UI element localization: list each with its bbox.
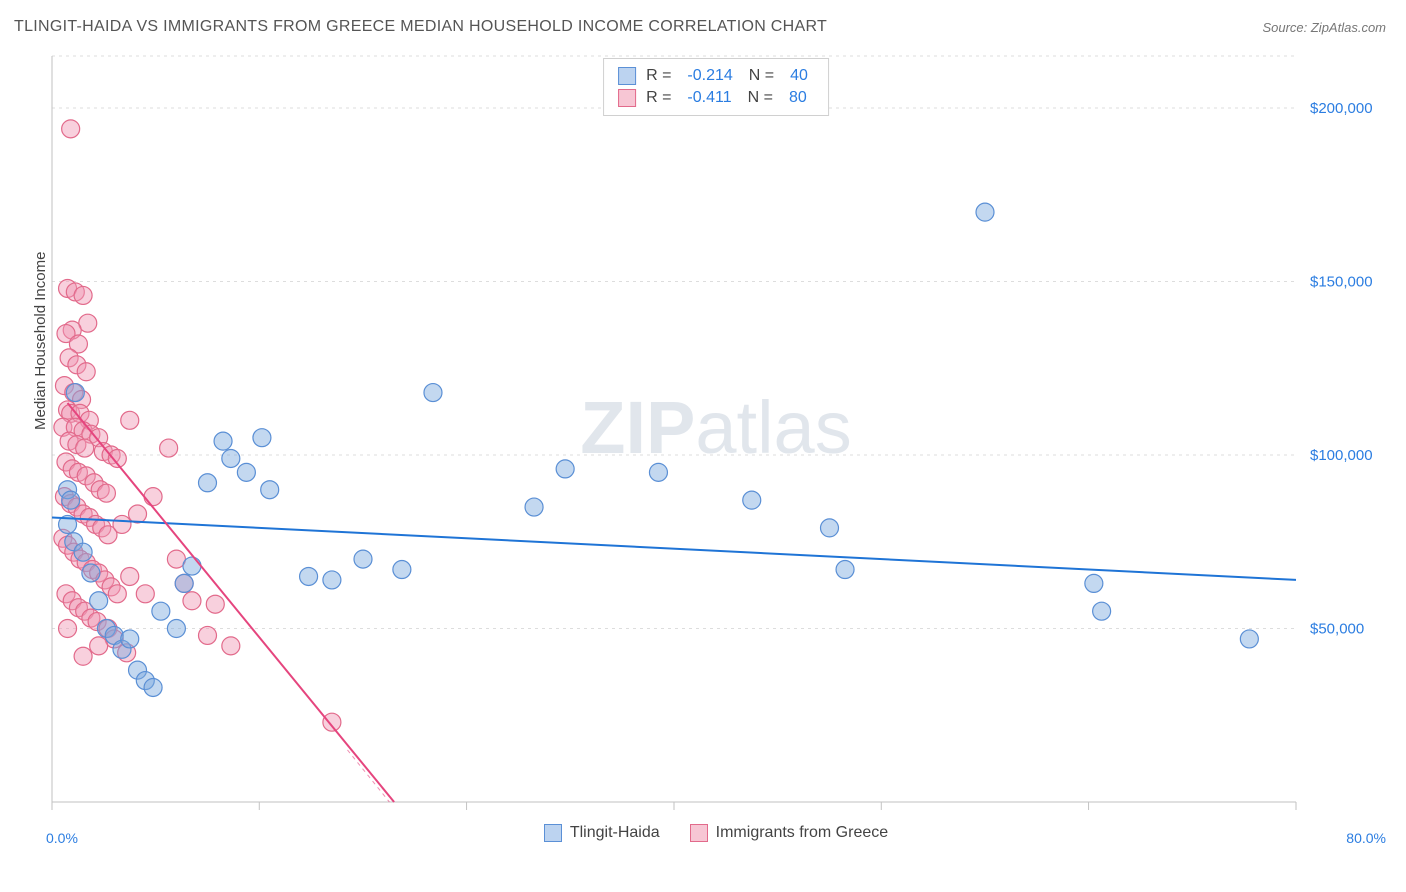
legend-correlation-row: R = -0.214 N = 40 xyxy=(618,65,814,87)
svg-text:$150,000: $150,000 xyxy=(1310,274,1373,291)
svg-text:$50,000: $50,000 xyxy=(1310,621,1364,638)
correlation-legend: R = -0.214 N = 40R = -0.411 N = 80 xyxy=(603,58,829,116)
svg-text:$100,000: $100,000 xyxy=(1310,447,1373,464)
chart-container: TLINGIT-HAIDA VS IMMIGRANTS FROM GREECE … xyxy=(0,0,1406,892)
chart-area: Median Household Income $50,000$100,000$… xyxy=(46,50,1386,842)
legend-series-item: Immigrants from Greece xyxy=(690,824,888,842)
series-legend: Tlingit-Haida Immigrants from Greece xyxy=(46,824,1386,842)
legend-correlation-row: R = -0.411 N = 80 xyxy=(618,87,814,109)
legend-series-item: Tlingit-Haida xyxy=(544,824,660,842)
scatter-plot-svg: $50,000 $100,000 $150,000 $200,000 xyxy=(46,50,1386,842)
svg-text:$200,000: $200,000 xyxy=(1310,100,1373,117)
source-label: Source: ZipAtlas.com xyxy=(1262,20,1386,35)
chart-title: TLINGIT-HAIDA VS IMMIGRANTS FROM GREECE … xyxy=(14,18,827,36)
